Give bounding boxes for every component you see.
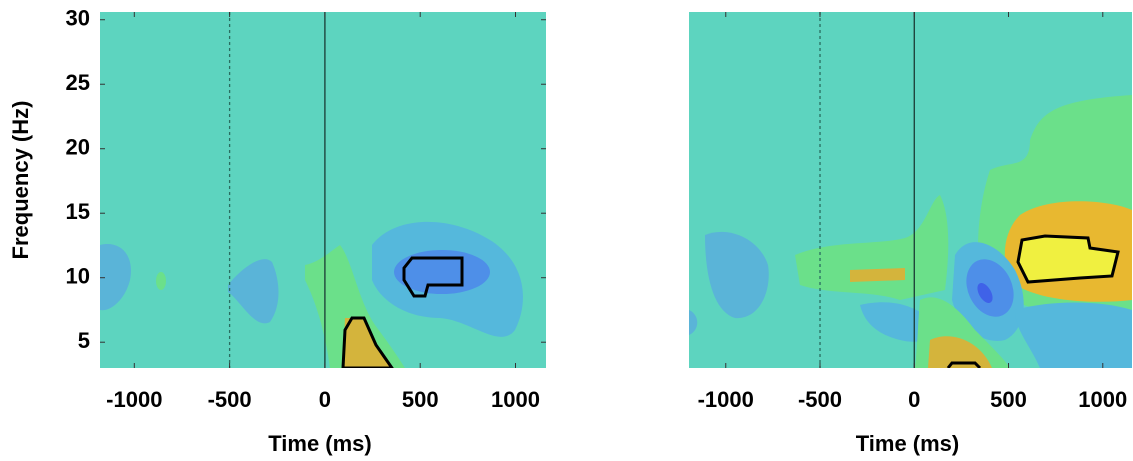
patch [228, 259, 279, 324]
contour [402, 256, 464, 298]
x-tick-label: -500 [208, 387, 252, 412]
x-tick-label: 500 [402, 387, 439, 412]
x-tick-label: 1000 [491, 387, 540, 412]
panel: -1000 -500 0 500 1000 5 10 15 20 25 30 Time (ms) Fre… [8, 6, 546, 456]
patch [705, 231, 769, 319]
x-axis-label: Time (ms) [856, 431, 960, 456]
patch [394, 250, 490, 294]
y-tick-label: 30 [66, 6, 90, 31]
heatmap-patches [100, 221, 523, 368]
patch [100, 244, 131, 311]
y-tick-label: 10 [66, 264, 90, 289]
y-tick-label: 15 [66, 199, 90, 224]
patch [966, 259, 1014, 317]
y-axis-label: Frequency (Hz) [8, 101, 33, 260]
patch [1015, 302, 1132, 368]
patch [795, 195, 949, 300]
x-tick-label: -1000 [698, 387, 754, 412]
y-tick-label: 5 [78, 328, 90, 353]
x-tick-label: 0 [908, 387, 920, 412]
y-tick-label: 25 [66, 70, 90, 95]
contour [341, 316, 394, 368]
patch [977, 283, 993, 303]
x-tick-label: 500 [990, 387, 1027, 412]
patch [850, 268, 905, 282]
patch [860, 302, 931, 342]
heatmap-patches [689, 95, 1132, 368]
x-tick-label: -500 [798, 387, 842, 412]
panel: -1000 -500 0 500 1000 Time (ms) [689, 12, 1132, 456]
patch [928, 336, 992, 368]
contour [1016, 234, 1120, 284]
x-tick-label: -1000 [106, 387, 162, 412]
x-tick-label: 0 [319, 387, 331, 412]
patch [305, 245, 405, 368]
x-axis-label: Time (ms) [268, 431, 372, 456]
patch [343, 318, 393, 368]
contour [946, 361, 982, 368]
patch [689, 310, 698, 335]
x-tick-label: 1000 [1078, 387, 1127, 412]
y-tick-label: 20 [66, 135, 90, 160]
patch [156, 272, 166, 290]
